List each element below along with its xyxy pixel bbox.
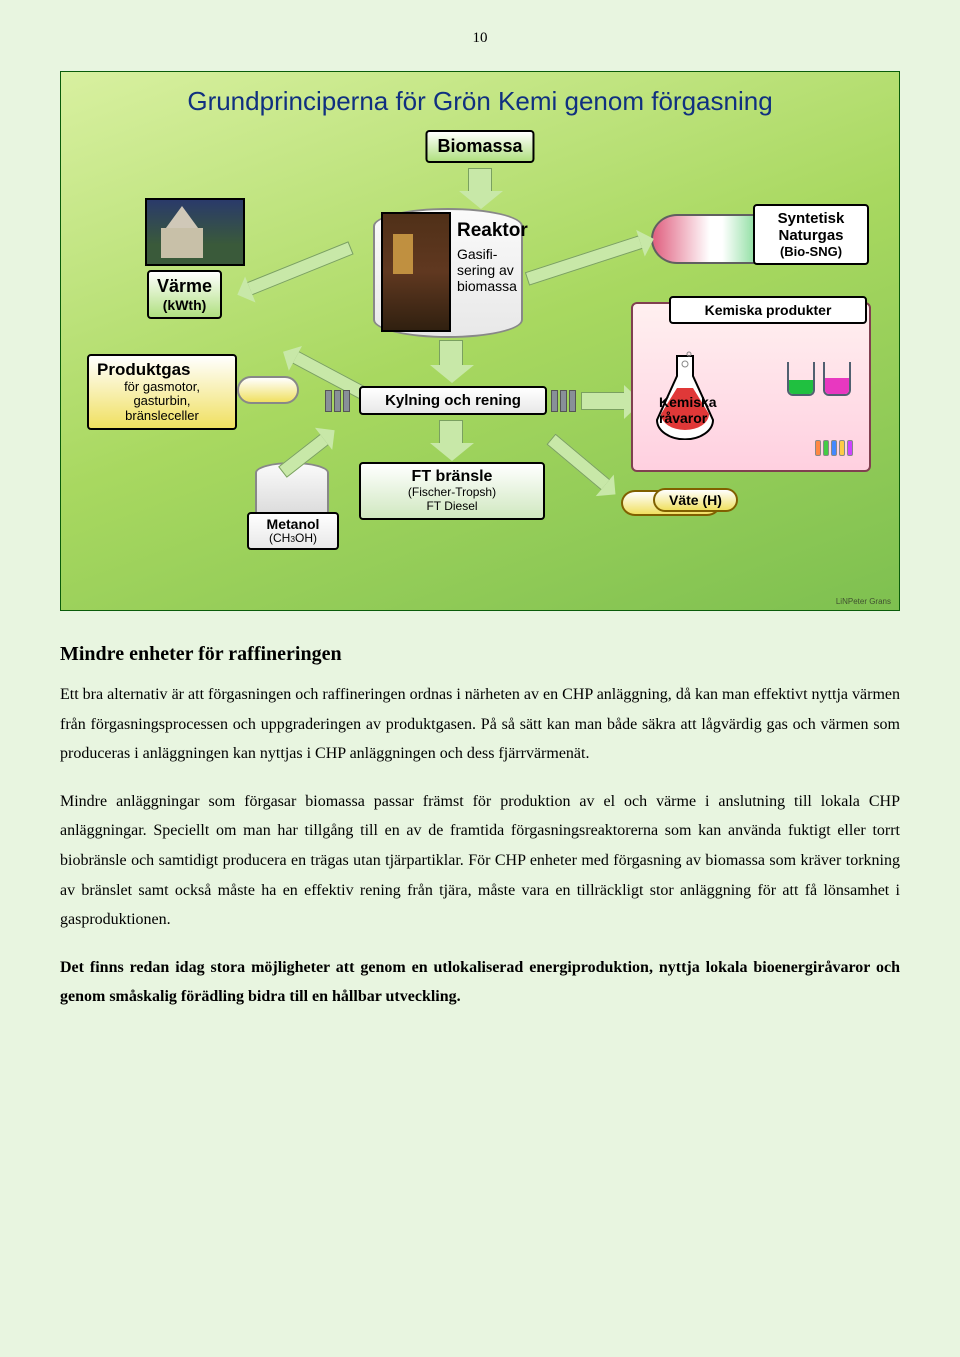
diagram-container: Grundprinciperna för Grön Kemi genom för… xyxy=(60,71,900,611)
node-varme: Värme (kWth) xyxy=(147,270,222,319)
arrow-reaktor-kylning xyxy=(439,340,463,368)
kemiska-ravaror-label: Kemiska råvaror xyxy=(659,394,717,426)
house-image xyxy=(145,198,245,266)
paragraph-3: Det finns redan idag stora möjligheter a… xyxy=(60,953,900,1012)
varme-line1: Värme xyxy=(157,276,212,297)
diagram-credit: LiNPeter Grans xyxy=(836,597,891,606)
node-ft: FT bränsle (Fischer-Tropsh) FT Diesel xyxy=(359,462,545,520)
produktgas-cylinder xyxy=(237,376,299,404)
sng-line1: Syntetisk xyxy=(761,210,861,227)
pipes-right xyxy=(551,390,576,412)
node-vate: Väte (H) xyxy=(653,488,738,512)
metanol-sub: (CH3OH) xyxy=(253,532,333,546)
diagram-title: Grundprinciperna för Grön Kemi genom för… xyxy=(61,86,899,117)
paragraph-2: Mindre anläggningar som förgasar biomass… xyxy=(60,787,900,935)
pipes-left xyxy=(325,390,350,412)
sng-line2: Naturgas xyxy=(761,227,861,244)
node-biomassa: Biomassa xyxy=(425,130,534,163)
node-metanol: Metanol (CH3OH) xyxy=(247,512,339,550)
arrow-reaktor-varme xyxy=(246,241,353,295)
chem-area: Kemiska råvaror xyxy=(631,302,871,472)
body-heading: Mindre enheter för raffineringen xyxy=(60,643,900,666)
node-sng: Syntetisk Naturgas (Bio-SNG) xyxy=(753,204,869,265)
reaktor-image xyxy=(381,212,451,332)
produktgas-title: Produktgas xyxy=(97,360,227,380)
varme-line2: (kWth) xyxy=(157,297,212,313)
arrow-kylning-chem xyxy=(581,392,627,410)
node-produktgas: Produktgas för gasmotor, gasturbin, brän… xyxy=(87,354,237,430)
node-kemprod: Kemiska produkter xyxy=(669,296,867,324)
sng-line3: (Bio-SNG) xyxy=(761,245,861,260)
paragraph-1: Ett bra alternativ är att förgasningen o… xyxy=(60,680,900,769)
node-kylning: Kylning och rening xyxy=(359,386,547,415)
test-tubes xyxy=(815,440,853,456)
ft-sub: (Fischer-Tropsh) FT Diesel xyxy=(367,486,537,514)
page-number: 10 xyxy=(60,30,900,47)
produktgas-sub: för gasmotor, gasturbin, bränsleceller xyxy=(97,380,227,425)
arrow-kylning-ft xyxy=(439,420,463,446)
metanol-title: Metanol xyxy=(253,516,333,532)
beaker-green xyxy=(787,362,815,396)
ft-title: FT bränsle xyxy=(367,468,537,486)
arrow-biomassa-reaktor xyxy=(468,168,492,194)
beaker-pink xyxy=(823,362,851,396)
arrow-kylning-vate xyxy=(547,434,611,491)
reaktor-title: Reaktor xyxy=(457,220,547,242)
